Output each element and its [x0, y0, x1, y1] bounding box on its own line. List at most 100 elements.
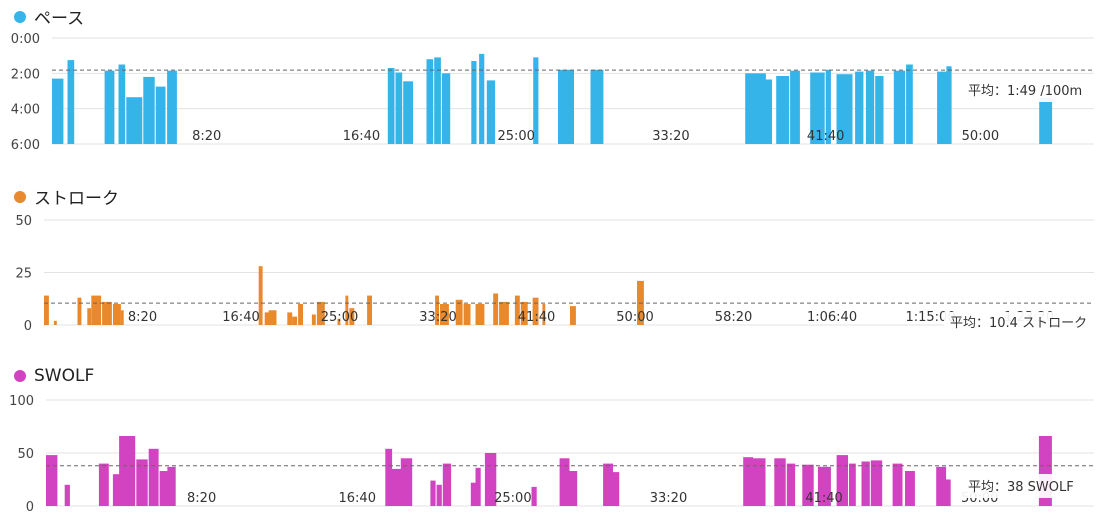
- stroke-bar: [268, 310, 277, 325]
- stroke-bar: [44, 295, 49, 325]
- stroke-bar: [298, 304, 303, 325]
- stroke-bar: [367, 295, 372, 325]
- pace-bar: [836, 74, 853, 144]
- pace-chart-title: ペース: [14, 4, 84, 29]
- stroke-bar: [316, 301, 325, 325]
- stroke-bar: [542, 304, 546, 325]
- pace-bar: [471, 61, 477, 144]
- swolf-bar: [559, 458, 570, 506]
- swolf-bar: [148, 448, 159, 506]
- pace-average-label-bg: [962, 78, 1092, 102]
- swolf-bar: [484, 453, 497, 506]
- swolf-bar: [167, 466, 176, 506]
- stroke-bar: [120, 310, 124, 325]
- swolf-bar: [836, 455, 848, 506]
- pace-bar: [906, 64, 913, 144]
- stroke-bar: [258, 266, 263, 325]
- swolf-ytick-label: 50: [17, 447, 34, 462]
- swolf-chart-title-text: SWOLF: [34, 366, 95, 386]
- pace-bar: [875, 76, 884, 144]
- pace-bar: [434, 57, 441, 144]
- swolf-bar: [610, 472, 620, 506]
- stroke-xtick-label: 41:40: [518, 310, 555, 325]
- pace-bar: [558, 69, 574, 144]
- stroke-xtick-label: 58:20: [715, 310, 752, 325]
- pace-legend-dot-icon: [14, 10, 26, 23]
- swolf-bar: [159, 471, 168, 506]
- stroke-bar: [532, 297, 539, 325]
- pace-average-label: 平均：1:49 /100m: [968, 84, 1082, 99]
- stroke-bar: [337, 318, 341, 325]
- stroke-bar: [570, 306, 576, 325]
- stroke-bar: [463, 304, 471, 325]
- pace-bar: [479, 53, 485, 144]
- stroke-bar: [435, 295, 439, 325]
- pace-xtick-label: 25:00: [497, 129, 534, 144]
- pace-bar: [745, 73, 766, 144]
- swolf-bar: [400, 458, 413, 506]
- swolf-bar: [442, 463, 452, 506]
- stroke-xtick-label: 50:00: [616, 310, 653, 325]
- swolf-bar: [817, 466, 831, 506]
- pace-bar: [387, 68, 395, 144]
- pace-bar: [441, 73, 451, 144]
- pace-ytick-label: 2:00: [11, 67, 40, 82]
- swolf-bar: [391, 468, 403, 506]
- pace-xtick-label: 50:00: [962, 129, 999, 144]
- stroke-ytick-label: 0: [24, 319, 32, 334]
- pace-bar: [395, 72, 403, 144]
- swolf-bar: [849, 463, 856, 506]
- pace-bar: [143, 76, 155, 144]
- swolf-bar: [119, 436, 136, 506]
- swolf-bar: [98, 463, 109, 506]
- swolf-xtick-label: 33:20: [650, 491, 687, 506]
- pace-ytick-label: 0:00: [11, 32, 40, 47]
- stroke-legend-dot-icon: [14, 190, 26, 203]
- pace-bar: [937, 71, 947, 144]
- stroke-bar: [520, 301, 528, 325]
- swolf-bar: [603, 463, 613, 506]
- pace-xtick-label: 33:20: [652, 129, 689, 144]
- swolf-bar: [861, 461, 870, 506]
- pace-bar: [52, 78, 64, 144]
- pace-ytick-label: 4:00: [11, 103, 40, 118]
- swolf-bar: [945, 479, 951, 506]
- swolf-bar: [786, 463, 796, 506]
- stroke-bar: [292, 316, 298, 325]
- pace-bar: [67, 60, 75, 144]
- stroke-bar: [493, 293, 499, 325]
- swolf-bar: [802, 464, 814, 506]
- swolf-chart-title: SWOLF: [14, 366, 94, 386]
- swolf-chart-panel: SWOLF 0 50 100 8:20 16:40 25:00 33:20 41:40 50:0…: [0, 362, 1098, 532]
- pace-ytick-label: 6:00: [11, 138, 40, 153]
- stroke-chart-panel: ストローク 0 25 50 8:20 16:40 25:00 33:20 41:40 50:00…: [0, 180, 1098, 340]
- swolf-xtick-label: 25:00: [494, 491, 531, 506]
- swolf-bar: [112, 474, 120, 506]
- pace-bar: [946, 66, 952, 144]
- pace-bar: [1039, 98, 1053, 144]
- stroke-xtick-label: 33:20: [419, 310, 456, 325]
- pace-xtick-label: 8:20: [192, 129, 221, 144]
- stroke-bar: [455, 299, 463, 325]
- stroke-bar: [475, 304, 485, 325]
- swolf-bar: [870, 460, 883, 506]
- swolf-bar: [430, 480, 436, 506]
- stroke-bar: [287, 312, 293, 325]
- stroke-bar: [311, 314, 316, 325]
- pace-bar: [104, 70, 115, 144]
- pace-bar: [486, 80, 496, 144]
- stroke-bar: [499, 301, 509, 325]
- pace-bar: [426, 59, 434, 145]
- pace-chart-plot: 0:00 2:00 4:00 6:00 8:20 16:40 25:00 33:20 41:40…: [11, 32, 1094, 153]
- pace-bar: [810, 72, 825, 144]
- stroke-chart-plot: 0 25 50 8:20 16:40 25:00 33:20 41:40 50:00 58:20 1…: [15, 214, 1098, 334]
- swolf-bar: [905, 471, 915, 506]
- swolf-legend-dot-icon: [14, 370, 26, 382]
- pace-bar: [126, 97, 143, 144]
- swolf-xtick-label: 8:20: [187, 491, 216, 506]
- swolf-bar: [475, 467, 481, 506]
- stroke-xtick-label: 16:40: [222, 310, 259, 325]
- pace-xtick-label: 41:40: [807, 129, 844, 144]
- swolf-bar: [752, 458, 766, 506]
- swolf-average-label-bg: [962, 474, 1090, 498]
